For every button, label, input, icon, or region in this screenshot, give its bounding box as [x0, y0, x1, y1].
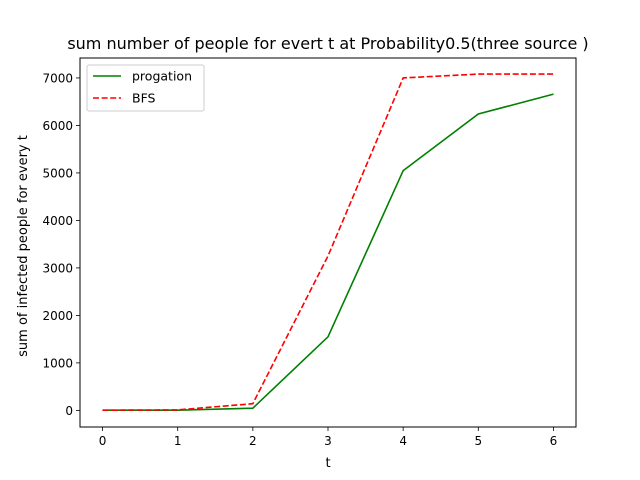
x-tick-label: 2 — [249, 434, 257, 448]
series-line-bfs — [102, 73, 554, 412]
y-tick-label: 7000 — [42, 71, 73, 85]
y-tick-label: 1000 — [42, 356, 73, 370]
x-tick-label: 3 — [324, 434, 332, 448]
series-line-progation — [102, 93, 554, 412]
x-tick-label: 5 — [474, 434, 482, 448]
plot-frame — [79, 57, 577, 428]
y-tick-label: 5000 — [42, 166, 73, 180]
legend-label: progation — [132, 69, 192, 84]
y-axis-label: sum of infected people for every t — [16, 135, 31, 357]
x-tick-label: 0 — [99, 434, 107, 448]
legend: progation BFS — [86, 64, 205, 112]
y-tick-label: 6000 — [42, 119, 73, 133]
legend-label: BFS — [132, 91, 156, 106]
y-tick-label: 0 — [65, 404, 73, 418]
plot-area: 0 1 2 3 4 5 6 0 1000 2000 3000 4000 5000 6000 7000 — [42, 57, 577, 448]
x-tick-label: 1 — [174, 434, 182, 448]
y-tick-label: 2000 — [42, 309, 73, 323]
y-tick-label: 3000 — [42, 261, 73, 275]
x-tick-label: 4 — [399, 434, 407, 448]
x-tick-label: 6 — [550, 434, 558, 448]
y-tick-label: 4000 — [42, 214, 73, 228]
x-axis-label: t — [325, 456, 330, 471]
chart-title: sum number of people for evert t at Prob… — [67, 34, 588, 53]
